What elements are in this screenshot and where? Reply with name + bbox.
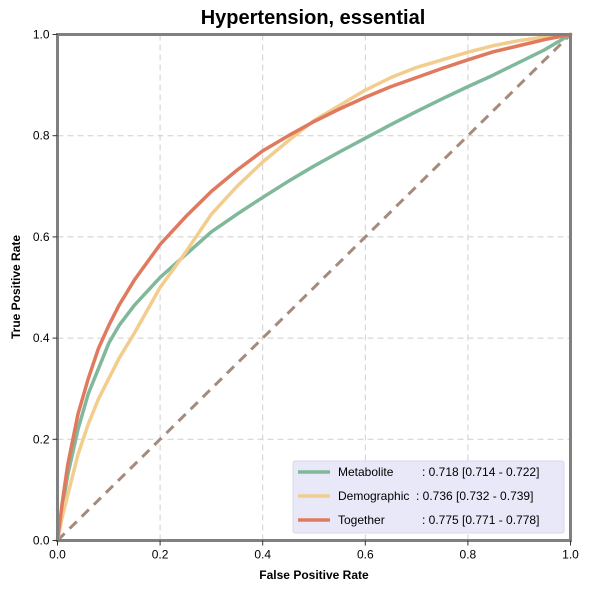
plot-frame [56,33,572,542]
legend-label-metabolite: Metabolite [338,465,394,479]
legend: Metabolite : 0.718 [0.714 - 0.722] Demogra… [292,460,565,534]
legend-auc-metabolite: : 0.718 [0.714 - 0.722] [422,465,539,479]
y-tick-label: 0.4 [33,331,50,345]
series-line-metabolite [55,32,573,543]
y-tick-label: 0.0 [33,534,50,548]
grid [57,34,571,541]
series-lines [55,32,573,543]
x-tick-label: 0.4 [254,548,271,562]
x-tick-label: 0.2 [152,548,169,562]
axis-ticks: 0.0 0.2 0.4 0.6 0.8 1.0 0.0 0.2 0.4 0.6 0.8 1.0 [33,28,579,562]
y-tick-label: 0.6 [33,230,50,244]
legend-box [292,460,565,534]
x-tick-label: 0.6 [357,548,374,562]
x-axis-label: False Positive Rate [259,568,369,582]
x-tick-label: 1.0 [562,548,579,562]
y-axis-label: True Positive Rate [9,235,23,339]
chart-title: Hypertension, essential [201,7,426,29]
legend-auc-demographic: : 0.736 [0.732 - 0.739] [416,489,533,503]
y-tick-label: 0.2 [33,432,50,446]
series-line-together [55,32,573,543]
reference-line [56,33,572,542]
series-line-demographic [55,32,573,543]
x-tick-label: 0.0 [49,548,66,562]
reference-diagonal [56,33,572,542]
legend-auc-together: : 0.775 [0.771 - 0.778] [422,513,539,527]
x-tick-label: 0.8 [460,548,477,562]
y-tick-label: 1.0 [33,28,50,42]
y-tick-label: 0.8 [33,129,50,143]
legend-label-demographic: Demographic [338,489,409,503]
legend-label-together: Together [338,513,385,527]
